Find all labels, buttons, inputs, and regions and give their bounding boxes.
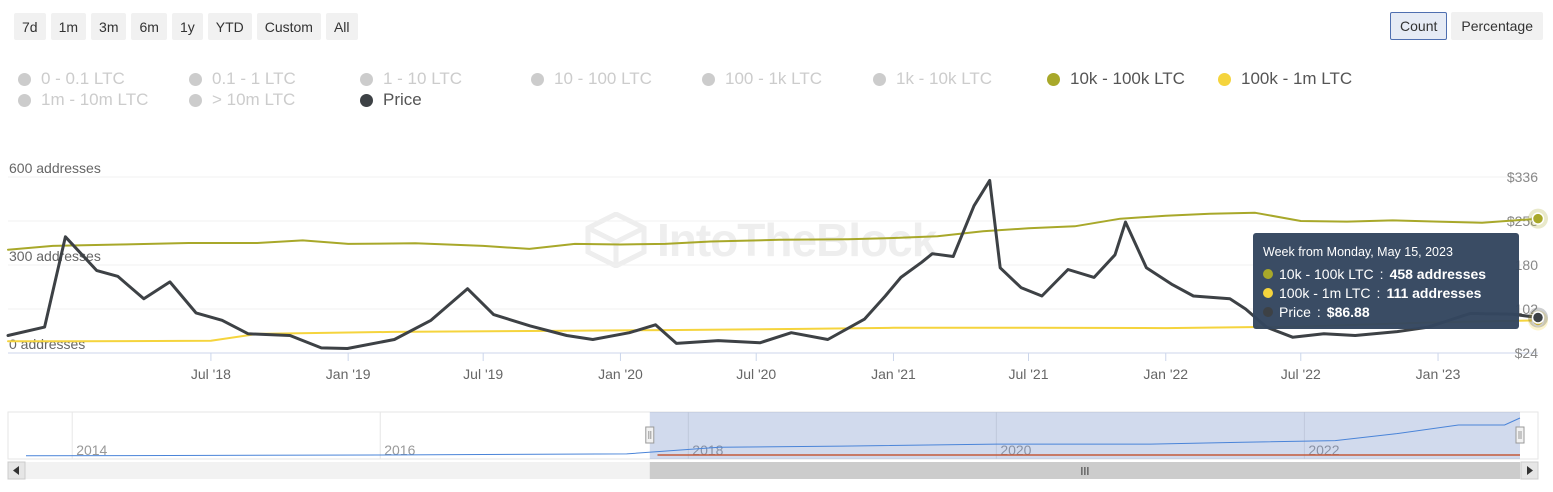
tooltip-label: 10k - 100k LTC — [1279, 265, 1374, 282]
navigator-plot-area — [7, 411, 1539, 460]
legend-marker — [1047, 72, 1060, 86]
legend-marker — [360, 93, 373, 107]
legend-label: 1m - 10m LTC — [41, 90, 149, 109]
tooltip-row-10k-100k: 10k - 100k LTC: 458 addresses — [1263, 264, 1509, 283]
legend-marker — [702, 72, 715, 86]
tooltip-value: 111 addresses — [1386, 284, 1482, 301]
range-button-custom[interactable]: Custom — [256, 13, 321, 40]
tooltip-dot-10k-100k — [1263, 268, 1273, 279]
tooltip-label: Price — [1279, 303, 1311, 320]
x-tick-label: Jan '23 — [1416, 366, 1461, 382]
legend-marker — [873, 72, 886, 86]
legend-item-10m-ltc[interactable]: > 10m LTC — [189, 90, 295, 110]
range-button-ytd[interactable]: YTD — [207, 13, 252, 40]
x-tick-label: Jan '20 — [598, 366, 643, 382]
series-line-price[interactable] — [6, 178, 1540, 350]
legend-item-0-0-1-ltc[interactable]: 0 - 0.1 LTC — [18, 69, 125, 89]
x-tick-label: Jul '21 — [1008, 366, 1048, 382]
x-tick-label: Jul '19 — [463, 366, 503, 382]
tooltip-value: $86.88 — [1326, 303, 1370, 320]
time-range-selector: 7d 1m 3m 6m 1y YTD Custom All — [14, 13, 358, 40]
x-tick-label: Jan '19 — [326, 366, 371, 382]
display-mode-toggle: Count Percentage — [1390, 12, 1543, 40]
range-button-1y[interactable]: 1y — [171, 13, 203, 40]
legend-item-1k-10k-ltc[interactable]: 1k - 10k LTC — [873, 69, 992, 89]
legend-label: Price — [383, 90, 422, 109]
legend-label: 100 - 1k LTC — [725, 69, 823, 88]
legend-marker — [18, 72, 31, 86]
legend-label: 0 - 0.1 LTC — [41, 69, 125, 88]
legend-item-1-10-ltc[interactable]: 1 - 10 LTC — [360, 69, 462, 89]
range-button-all[interactable]: All — [325, 13, 358, 40]
legend-item-100k-1m-ltc[interactable]: 100k - 1m LTC — [1218, 69, 1352, 89]
range-button-7d[interactable]: 7d — [14, 13, 46, 40]
handle-body[interactable] — [1515, 426, 1525, 444]
range-button-1m[interactable]: 1m — [50, 13, 87, 40]
tooltip-value: 458 addresses — [1389, 265, 1487, 282]
x-tick-label: Jan '21 — [871, 366, 916, 382]
x-tick-label: Jan '22 — [1143, 366, 1188, 382]
tooltip-header: Week from Monday, May 15, 2023 — [1263, 245, 1453, 259]
navigator-right-handle[interactable] — [1515, 426, 1525, 444]
legend-marker — [360, 72, 373, 86]
count-button[interactable]: Count — [1390, 12, 1448, 40]
navigator-chart[interactable]: 2014 2016 2018 2020 2022 — [0, 405, 1553, 492]
legend-item-10k-100k-ltc[interactable]: 10k - 100k LTC — [1047, 69, 1185, 89]
legend-label: 10k - 100k LTC — [1070, 69, 1185, 88]
legend-item-10-100-ltc[interactable]: 10 - 100 LTC — [531, 69, 652, 89]
navigator-tick-label: 2020 — [1000, 442, 1031, 458]
left-axis-label: 600 addresses — [9, 160, 101, 176]
arrow-left-icon — [13, 466, 19, 475]
legend-marker — [18, 93, 31, 107]
legend-marker — [189, 72, 202, 86]
handle-body[interactable] — [645, 426, 655, 444]
hover-point — [1531, 311, 1545, 324]
navigator-tick-label: 2014 — [76, 442, 107, 458]
x-tick-label: Jul '20 — [736, 366, 776, 382]
arrow-right-icon — [1527, 466, 1533, 475]
series-line-10k-100k-ltc[interactable] — [7, 211, 1539, 251]
chart-tooltip: Week from Monday, May 15, 2023 10k - 100… — [1253, 233, 1519, 329]
tooltip-row-price: Price: $86.88 — [1263, 302, 1509, 321]
range-button-6m[interactable]: 6m — [131, 13, 167, 40]
hover-point — [1531, 212, 1545, 225]
navigator-left-handle[interactable] — [645, 426, 655, 444]
legend-label: > 10m LTC — [212, 90, 296, 109]
legend-label: 1 - 10 LTC — [383, 69, 463, 88]
navigator-selection[interactable] — [649, 412, 1520, 459]
legend-label: 10 - 100 LTC — [554, 69, 652, 88]
legend-marker — [531, 72, 544, 86]
navigator-series-line — [25, 417, 1521, 457]
legend-item-0-1-1-ltc[interactable]: 0.1 - 1 LTC — [189, 69, 296, 89]
legend-marker — [1218, 72, 1231, 86]
navigator-tick-label: 2022 — [1308, 442, 1339, 458]
legend-label: 0.1 - 1 LTC — [212, 69, 296, 88]
navigator-tick-label: 2016 — [384, 442, 415, 458]
right-axis-label: $24 — [1515, 345, 1539, 361]
right-axis-label: 180 — [1515, 257, 1539, 273]
tooltip-row-100k-1m: 100k - 1m LTC: 111 addresses — [1263, 283, 1509, 302]
right-axis-label: 102 — [1515, 301, 1539, 317]
tooltip-dot-price — [1263, 306, 1273, 317]
legend-label: 100k - 1m LTC — [1241, 69, 1353, 88]
tooltip-dot-100k-1m — [1263, 287, 1273, 298]
legend-marker — [189, 93, 202, 107]
left-axis-label: 0 addresses — [9, 336, 85, 352]
tooltip-label: 100k - 1m LTC — [1279, 284, 1371, 301]
percentage-button[interactable]: Percentage — [1451, 12, 1543, 40]
x-tick-label: Jul '22 — [1281, 366, 1321, 382]
legend-item-100-1k-ltc[interactable]: 100 - 1k LTC — [702, 69, 822, 89]
range-button-3m[interactable]: 3m — [91, 13, 127, 40]
legend-label: 1k - 10k LTC — [896, 69, 993, 88]
right-axis-label: $336 — [1507, 169, 1538, 185]
legend-item-1m-10m-ltc[interactable]: 1m - 10m LTC — [18, 90, 148, 110]
legend-item-price[interactable]: Price — [360, 90, 422, 110]
x-tick-label: Jul '18 — [191, 366, 231, 382]
navigator-tick-label: 2018 — [692, 442, 723, 458]
right-axis-label: $258 — [1507, 213, 1538, 229]
